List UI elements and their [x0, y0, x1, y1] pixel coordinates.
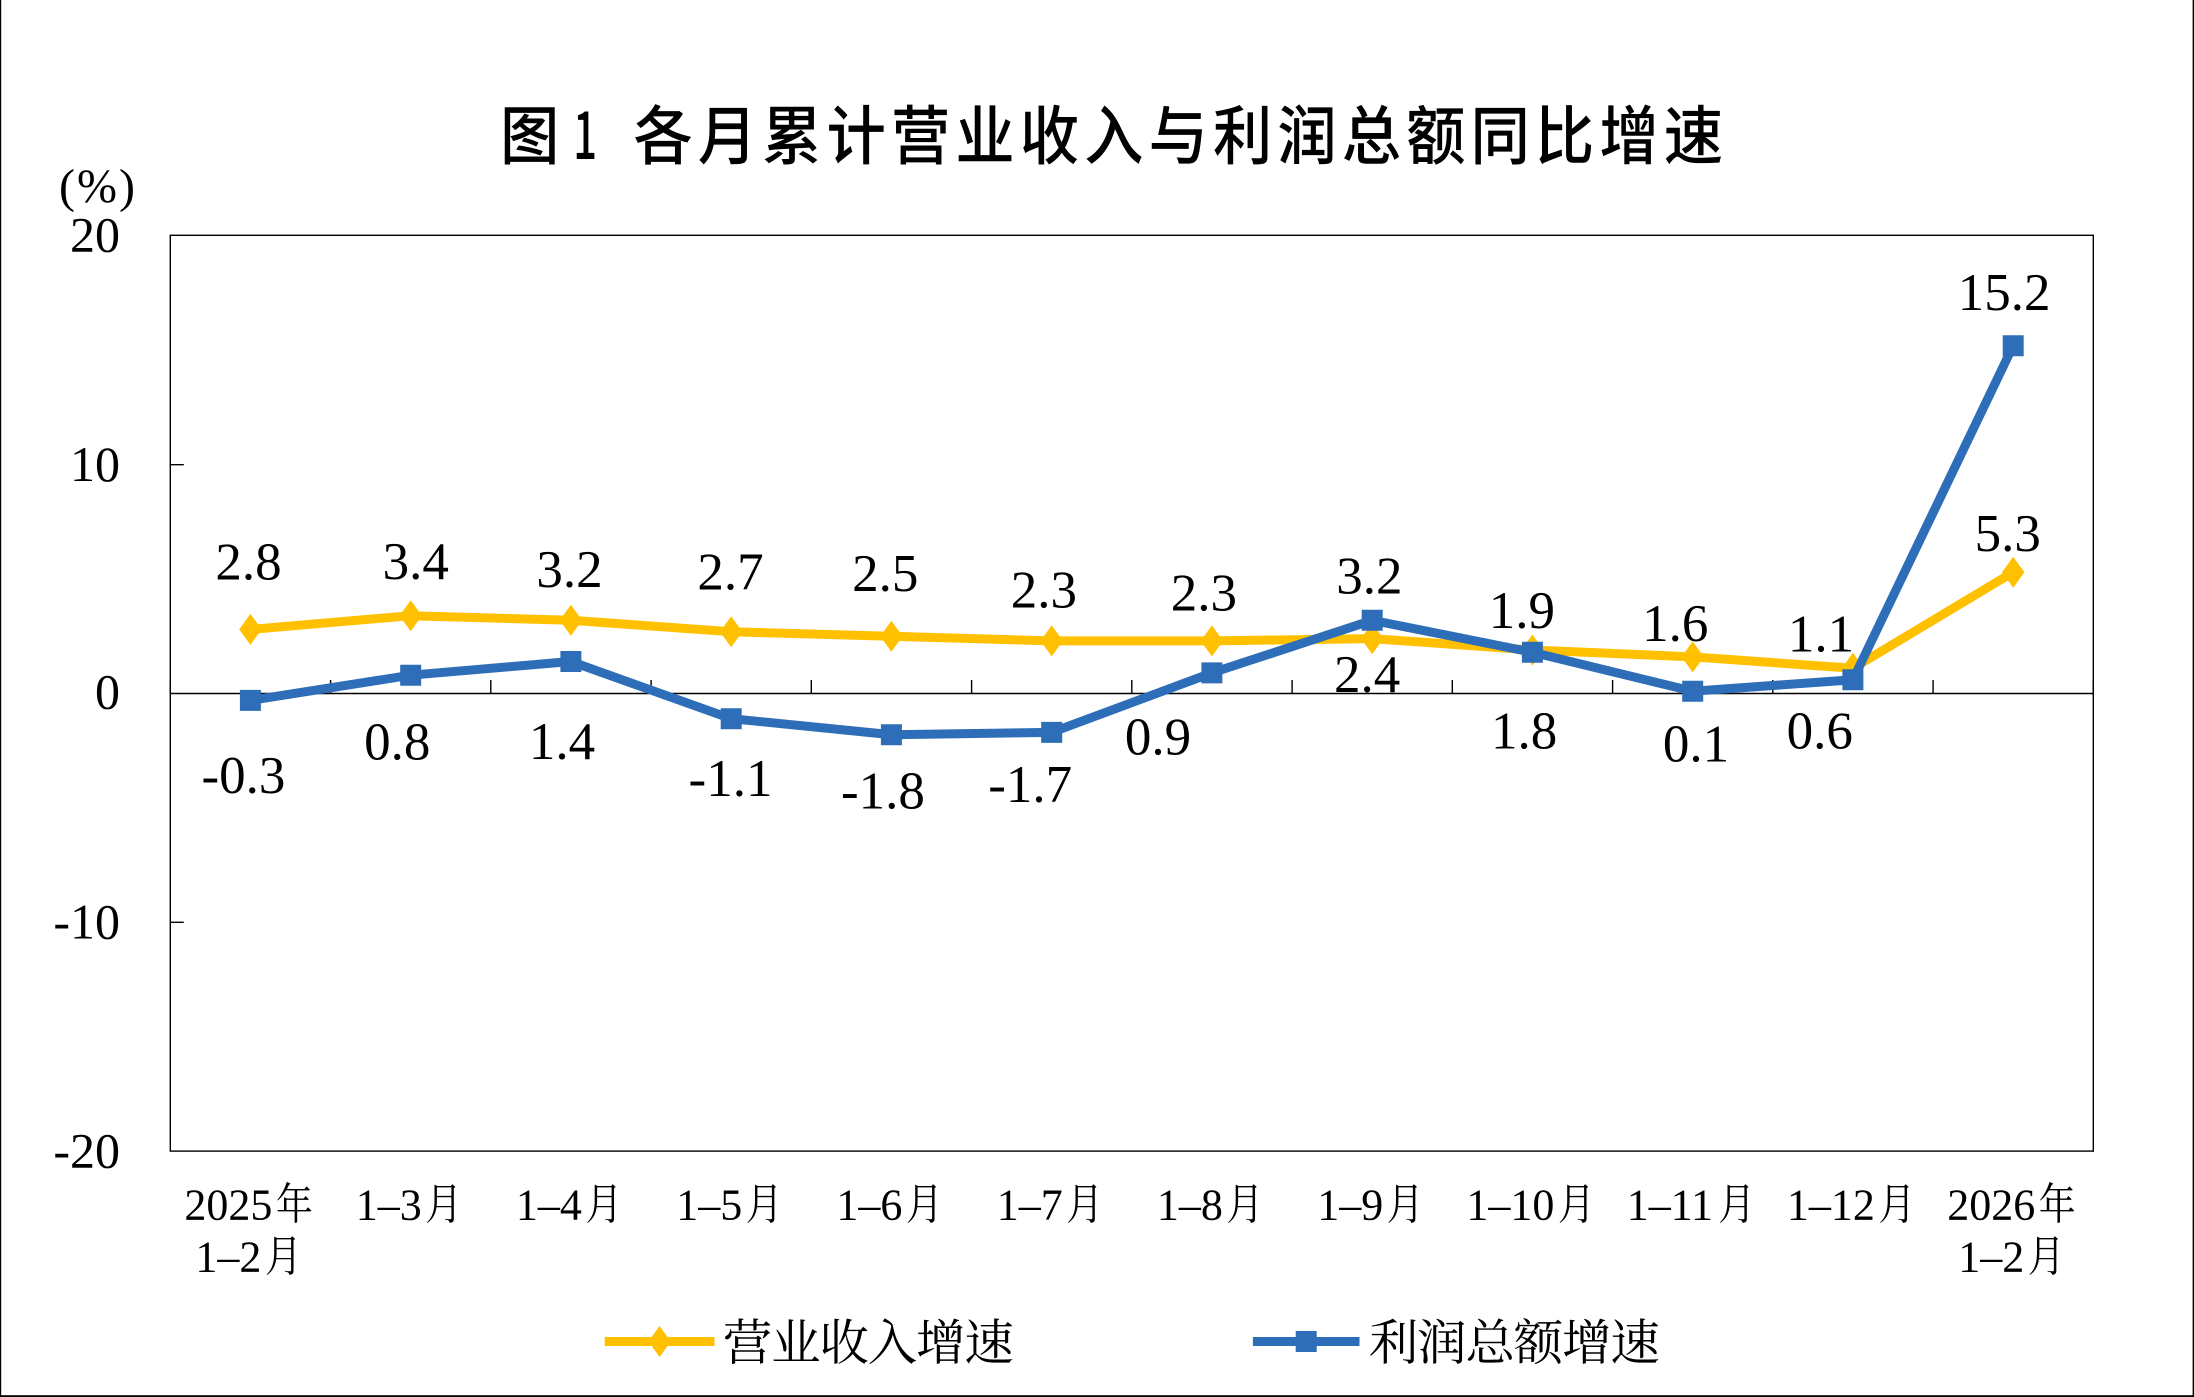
svg-text:2.3: 2.3 [1171, 564, 1237, 622]
svg-text:15.2: 15.2 [1958, 264, 2051, 322]
svg-text:-1.1: -1.1 [689, 750, 773, 808]
svg-text:0.6: 0.6 [1787, 702, 1853, 760]
svg-text:1–9: 1–9 [1317, 1181, 1383, 1230]
svg-text:1–4: 1–4 [516, 1181, 582, 1230]
svg-text:2.4: 2.4 [1334, 646, 1400, 704]
svg-text:-1.7: -1.7 [988, 756, 1072, 814]
svg-text:2.8: 2.8 [215, 533, 281, 591]
svg-text:3.2: 3.2 [536, 541, 602, 599]
svg-text:1–2: 1–2 [1958, 1233, 2024, 1282]
svg-text:1–11: 1–11 [1627, 1181, 1713, 1230]
svg-text:1.9: 1.9 [1489, 582, 1555, 640]
svg-text:0.1: 0.1 [1663, 715, 1729, 773]
svg-text:1–8: 1–8 [1157, 1181, 1223, 1230]
svg-text:1–5: 1–5 [676, 1181, 742, 1230]
svg-text:3.2: 3.2 [1336, 548, 1402, 606]
svg-text:1–2: 1–2 [195, 1233, 261, 1282]
svg-text:0.9: 0.9 [1125, 709, 1191, 767]
svg-text:2025: 2025 [184, 1181, 272, 1230]
svg-text:1.6: 1.6 [1642, 595, 1708, 653]
svg-text:1–12: 1–12 [1787, 1181, 1875, 1230]
svg-text:0.8: 0.8 [364, 714, 430, 772]
svg-text:1–7: 1–7 [997, 1181, 1063, 1230]
svg-text:1–3: 1–3 [356, 1181, 422, 1230]
svg-text:2.7: 2.7 [697, 544, 763, 602]
svg-text:2.5: 2.5 [852, 545, 918, 603]
svg-text:3.4: 3.4 [383, 533, 449, 591]
svg-text:(%): (%) [59, 160, 135, 213]
svg-text:-1.8: -1.8 [841, 762, 925, 820]
svg-text:5.3: 5.3 [1975, 505, 2041, 563]
svg-text:1.4: 1.4 [529, 713, 595, 771]
svg-text:-10: -10 [53, 893, 120, 949]
svg-text:2026: 2026 [1947, 1181, 2035, 1230]
svg-text:1–6: 1–6 [836, 1181, 902, 1230]
svg-text:1.1: 1.1 [1788, 606, 1854, 664]
svg-text:2.3: 2.3 [1011, 562, 1077, 620]
svg-text:1–10: 1–10 [1466, 1181, 1554, 1230]
svg-text:-0.3: -0.3 [201, 747, 285, 805]
svg-text:1.8: 1.8 [1491, 702, 1557, 760]
svg-text:10: 10 [70, 436, 120, 492]
svg-text:-20: -20 [53, 1123, 120, 1179]
svg-text:0: 0 [95, 663, 120, 719]
svg-text:20: 20 [70, 207, 120, 263]
